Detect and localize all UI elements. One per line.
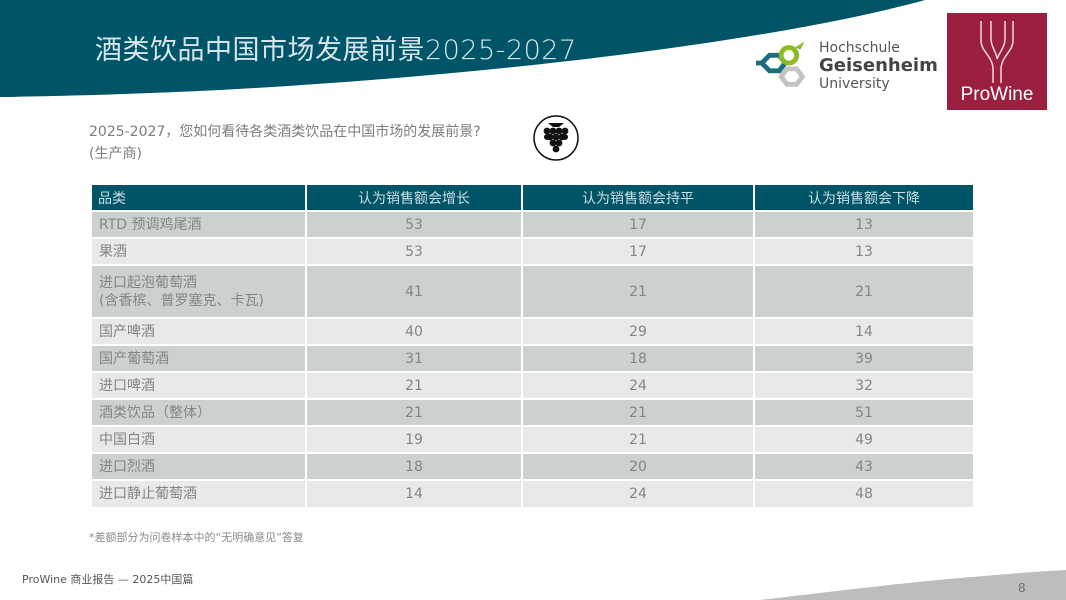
header-category: 品类: [92, 185, 307, 211]
cell-category: 果酒: [92, 237, 307, 265]
cell-decline: 51: [754, 398, 973, 426]
cell-category: 酒类饮品（整体）: [92, 398, 307, 426]
cell-flat: 21: [522, 398, 755, 426]
data-table: 品类 认为销售额会增长 认为销售额会持平 认为销售额会下降 RTD 预调鸡尾酒 …: [92, 185, 973, 507]
table-row: 进口啤酒 21 24 32: [92, 371, 973, 399]
header-decline: 认为销售额会下降: [754, 185, 973, 211]
question-line1: 2025-2027，您如何看待各类酒类饮品在中国市场的发展前景?: [89, 124, 481, 140]
table-row: 国产葡萄酒 31 18 39: [92, 344, 973, 372]
cell-flat: 20: [522, 452, 755, 480]
cell-decline: 21: [754, 264, 973, 318]
cell-category: 国产啤酒: [92, 317, 307, 345]
page-title: 酒类饮品中国市场发展前景2025-2027: [95, 35, 577, 66]
page-number: 8: [1018, 581, 1026, 595]
category-line2: (含香槟、普罗塞克、卡瓦): [99, 292, 264, 309]
cell-category: 中国白酒: [92, 425, 307, 453]
cell-decline: 13: [754, 210, 973, 238]
table-row: 进口烈酒 18 20 43: [92, 452, 973, 480]
cell-growth: 21: [306, 371, 523, 399]
table-row: 国产啤酒 40 29 14: [92, 317, 973, 345]
cell-flat: 29: [522, 317, 755, 345]
cell-growth: 53: [306, 210, 523, 238]
cell-category: 进口烈酒: [92, 452, 307, 480]
cell-growth: 40: [306, 317, 523, 345]
hgu-logo-text: Hochschule Geisenheim University: [819, 41, 938, 91]
cell-growth: 14: [306, 479, 523, 507]
footer-swoosh: [760, 570, 1066, 600]
hgu-line3: University: [819, 76, 890, 92]
cell-decline: 49: [754, 425, 973, 453]
footer-source: ProWine 商业报告 — 2025中国篇: [22, 573, 194, 586]
cell-decline: 13: [754, 237, 973, 265]
grape-icon: [533, 115, 579, 161]
cell-growth: 18: [306, 452, 523, 480]
cell-decline: 32: [754, 371, 973, 399]
hgu-line1: Hochschule: [819, 40, 900, 56]
survey-question: 2025-2027，您如何看待各类酒类饮品在中国市场的发展前景? (生产商): [89, 121, 481, 165]
table-row: 进口起泡葡萄酒 (含香槟、普罗塞克、卡瓦) 41 21 21: [92, 264, 973, 318]
cell-decline: 43: [754, 452, 973, 480]
category-line1: 进口起泡葡萄酒: [99, 274, 197, 291]
header-banner: [0, 0, 925, 97]
cell-flat: 24: [522, 371, 755, 399]
hgu-line2: Geisenheim: [819, 55, 938, 76]
cell-flat: 21: [522, 264, 755, 318]
table-row: 中国白酒 19 21 49: [92, 425, 973, 453]
cell-growth: 21: [306, 398, 523, 426]
prowine-label: ProWine: [960, 84, 1034, 105]
cell-flat: 17: [522, 237, 755, 265]
table-row: 酒类饮品（整体） 21 21 51: [92, 398, 973, 426]
header-flat: 认为销售额会持平: [522, 185, 755, 211]
cell-flat: 17: [522, 210, 755, 238]
hgu-logo-icon: [756, 41, 806, 87]
cell-decline: 48: [754, 479, 973, 507]
cell-growth: 41: [306, 264, 523, 318]
table-row: 果酒 53 17 13: [92, 237, 973, 265]
cell-growth: 19: [306, 425, 523, 453]
header-growth: 认为销售额会增长: [306, 185, 523, 211]
cell-flat: 24: [522, 479, 755, 507]
footnote: *差额部分为问卷样本中的“无明确意见”答复: [89, 531, 304, 544]
cell-growth: 31: [306, 344, 523, 372]
question-line2: (生产商): [89, 146, 142, 162]
cell-category: 进口啤酒: [92, 371, 307, 399]
cell-category: 国产葡萄酒: [92, 344, 307, 372]
cell-flat: 21: [522, 425, 755, 453]
cell-decline: 14: [754, 317, 973, 345]
cell-decline: 39: [754, 344, 973, 372]
table-row: 进口静止葡萄酒 14 24 48: [92, 479, 973, 507]
cell-category: 进口静止葡萄酒: [92, 479, 307, 507]
table-header-row: 品类 认为销售额会增长 认为销售额会持平 认为销售额会下降: [92, 185, 973, 211]
cell-flat: 18: [522, 344, 755, 372]
cell-category: RTD 预调鸡尾酒: [92, 210, 307, 238]
prowine-logo: ProWine: [947, 13, 1047, 110]
wine-bottles-icon: [980, 21, 1014, 83]
cell-category: 进口起泡葡萄酒 (含香槟、普罗塞克、卡瓦): [92, 264, 307, 318]
table-row: RTD 预调鸡尾酒 53 17 13: [92, 210, 973, 238]
cell-growth: 53: [306, 237, 523, 265]
